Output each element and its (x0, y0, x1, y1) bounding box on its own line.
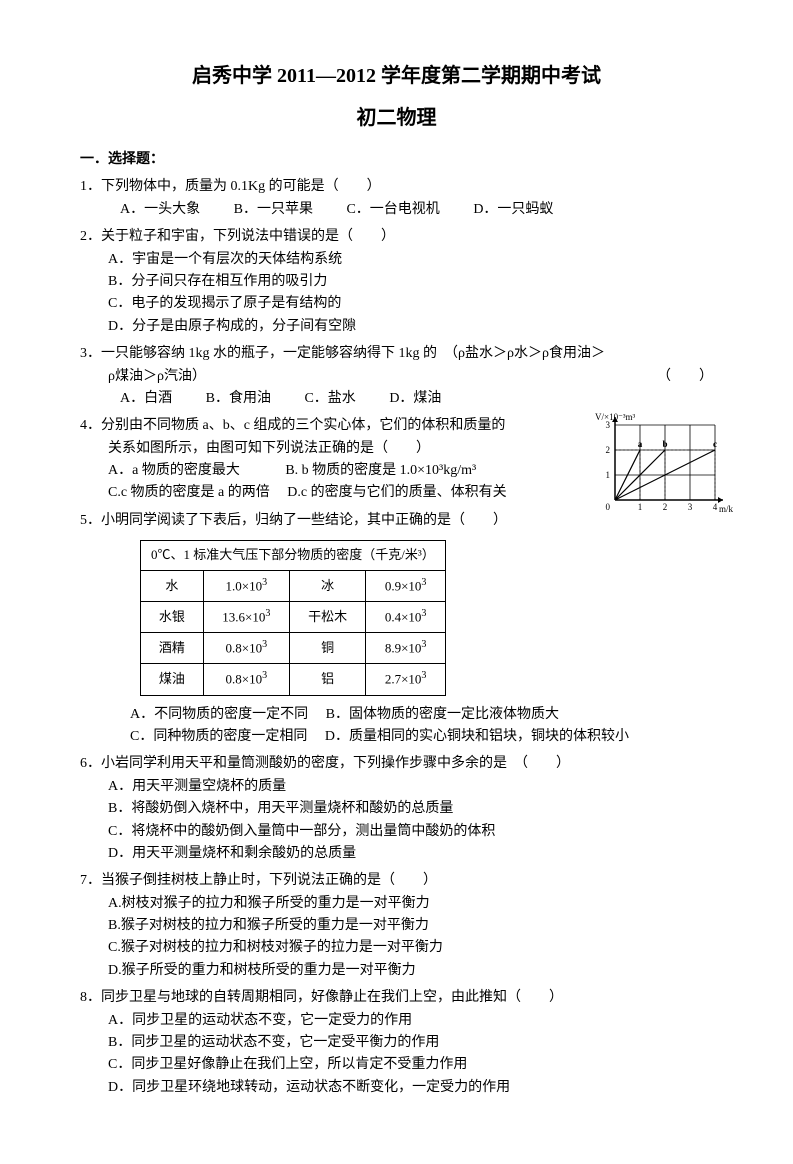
option-a: A．宇宙是一个有层次的天体结构系统 (80, 249, 713, 271)
table-cell: 0.9×103 (366, 571, 445, 602)
option-d: D．同步卫星环绕地球转动，运动状态不断变化，一定受力的作用 (80, 1077, 713, 1099)
page-subtitle: 初二物理 (80, 102, 713, 134)
svg-text:2: 2 (606, 445, 611, 455)
table-cell: 酒精 (141, 633, 204, 664)
option-d: D．质量相同的实心铜块和铝块，铜块的体积较小 (325, 729, 629, 744)
option-b: B．固体物质的密度一定比液体物质大 (326, 707, 559, 722)
svg-text:2: 2 (663, 502, 668, 512)
option-b: B．食用油 (206, 391, 271, 406)
option-a: A.树枝对猴子的拉力和猴子所受的重力是一对平衡力 (80, 893, 713, 915)
option-c: C．同种物质的密度一定相同 (130, 729, 307, 744)
option-d: D.c 的密度与它们的质量、体积有关 (287, 485, 506, 500)
question-text: 1．下列物体中，质量为 0.1Kg 的可能是（ ） (80, 176, 713, 198)
option-c: C．同步卫星好像静止在我们上空，所以肯定不受重力作用 (80, 1054, 713, 1076)
option-d: D．煤油 (389, 391, 441, 406)
option-b: B．将酸奶倒入烧杯中，用天平测量烧杯和酸奶的总质量 (80, 798, 713, 820)
option-b: B.猴子对树枝的拉力和猴子所受的重力是一对平衡力 (80, 915, 713, 937)
option-c: C．盐水 (304, 391, 355, 406)
question-text: 2．关于粒子和宇宙，下列说法中错误的是（ ） (80, 226, 713, 248)
table-cell: 2.7×103 (366, 664, 445, 695)
option-c: C．一台电视机 (346, 202, 439, 217)
table-cell: 水 (141, 571, 204, 602)
table-cell: 水银 (141, 602, 204, 633)
svg-text:V/×10⁻³m³: V/×10⁻³m³ (595, 412, 636, 422)
option-b: B．同步卫星的运动状态不变，它一定受平衡力的作用 (80, 1032, 713, 1054)
question-text-line1: 3．一只能够容纳 1kg 水的瓶子，一定能够容纳得下 1kg 的 （ρ盐水＞ρ水… (80, 343, 713, 365)
option-b: B．一只苹果 (234, 202, 313, 217)
options-row2: C.c 物质的密度是 a 的两倍 D.c 的密度与它们的质量、体积有关 (80, 482, 563, 504)
question-2: 2．关于粒子和宇宙，下列说法中错误的是（ ） A．宇宙是一个有层次的天体结构系统… (80, 226, 713, 338)
option-d: D．一只蚂蚁 (473, 202, 553, 217)
table-cell: 8.9×103 (366, 633, 445, 664)
option-c: C.c 物质的密度是 a 的两倍 (108, 485, 270, 500)
question-text-line1: 4．分别由不同物质 a、b、c 组成的三个实心体，它们的体积和质量的 (80, 415, 563, 437)
table-header: 0℃、1 标准大气压下部分物质的密度（千克/米³） (141, 541, 446, 571)
option-c: C．将烧杯中的酸奶倒入量筒中一部分，测出量筒中酸奶的体积 (80, 821, 713, 843)
table-cell: 0.8×103 (203, 633, 289, 664)
question-6: 6．小岩同学利用天平和量筒测酸奶的密度，下列操作步骤中多余的是 （ ） A．用天… (80, 753, 713, 865)
page-title: 启秀中学 2011—2012 学年度第二学期期中考试 (80, 60, 713, 92)
table-cell: 0.8×103 (203, 664, 289, 695)
question-1: 1．下列物体中，质量为 0.1Kg 的可能是（ ） A．一头大象 B．一只苹果 … (80, 176, 713, 221)
options-row2: C．同种物质的密度一定相同 D．质量相同的实心铜块和铝块，铜块的体积较小 (80, 726, 713, 748)
svg-text:m/kg: m/kg (719, 504, 733, 514)
section-header: 一．选择题： (80, 149, 713, 171)
option-c: C．电子的发现揭示了原子是有结构的 (80, 293, 713, 315)
option-a: A．用天平测量空烧杯的质量 (80, 776, 713, 798)
option-a: A．一头大象 (120, 202, 200, 217)
options-row1: A．a 物质的密度最大 B. b 物质的密度是 1.0×10³kg/m³ (80, 460, 563, 482)
option-d: D.猴子所受的重力和树枝所受的重力是一对平衡力 (80, 960, 713, 982)
svg-text:c: c (713, 439, 717, 449)
question-5: 5．小明同学阅读了下表后，归纳了一些结论，其中正确的是（ ） 0℃、1 标准大气… (80, 510, 713, 748)
option-a: A．a 物质的密度最大 (108, 463, 240, 478)
svg-text:b: b (662, 439, 667, 449)
options-row1: A．不同物质的密度一定不同 B．固体物质的密度一定比液体物质大 (80, 704, 713, 726)
question-text-line2: ρ煤油＞ρ汽油） (108, 366, 206, 388)
svg-text:1: 1 (638, 502, 643, 512)
question-text: 6．小岩同学利用天平和量筒测酸奶的密度，下列操作步骤中多余的是 （ ） (80, 753, 713, 775)
table-cell: 13.6×103 (203, 602, 289, 633)
options-row: A．一头大象 B．一只苹果 C．一台电视机 D．一只蚂蚁 (80, 199, 713, 221)
svg-text:1: 1 (606, 470, 611, 480)
option-a: A．白酒 (120, 391, 172, 406)
svg-text:4: 4 (713, 502, 718, 512)
question-text: 8．同步卫星与地球的自转周期相同，好像静止在我们上空，由此推知（ ） (80, 987, 713, 1009)
table-cell: 1.0×103 (203, 571, 289, 602)
table-cell: 干松木 (289, 602, 366, 633)
table-cell: 冰 (289, 571, 366, 602)
table-cell: 煤油 (141, 664, 204, 695)
density-table: 0℃、1 标准大气压下部分物质的密度（千克/米³） 水1.0×103冰0.9×1… (140, 540, 446, 695)
option-d: D．分子是由原子构成的，分子间有空隙 (80, 316, 713, 338)
option-d: D．用天平测量烧杯和剩余酸奶的总质量 (80, 843, 713, 865)
svg-text:3: 3 (688, 502, 693, 512)
options-row: A．白酒 B．食用油 C．盐水 D．煤油 (80, 388, 713, 410)
table-cell: 铝 (289, 664, 366, 695)
question-7: 7．当猴子倒挂树枝上静止时，下列说法正确的是（ ） A.树枝对猴子的拉力和猴子所… (80, 870, 713, 982)
svg-text:0: 0 (606, 502, 611, 512)
paren: （ ） (657, 366, 713, 388)
question-text-line2: 关系如图所示，由图可知下列说法正确的是（ ） (80, 438, 563, 460)
option-c: C.猴子对树枝的拉力和树枝对猴子的拉力是一对平衡力 (80, 937, 713, 959)
table-cell: 0.4×103 (366, 602, 445, 633)
density-chart: 12341230m/kgV/×10⁻³m³abc (593, 410, 733, 520)
option-b: B. b 物质的密度是 1.0×10³kg/m³ (285, 463, 476, 478)
svg-text:a: a (638, 439, 643, 449)
question-4: 4．分别由不同物质 a、b、c 组成的三个实心体，它们的体积和质量的 关系如图所… (80, 415, 713, 505)
option-a: A．同步卫星的运动状态不变，它一定受力的作用 (80, 1010, 713, 1032)
question-3: 3．一只能够容纳 1kg 水的瓶子，一定能够容纳得下 1kg 的 （ρ盐水＞ρ水… (80, 343, 713, 410)
table-cell: 铜 (289, 633, 366, 664)
question-text: 7．当猴子倒挂树枝上静止时，下列说法正确的是（ ） (80, 870, 713, 892)
option-a: A．不同物质的密度一定不同 (130, 707, 308, 722)
option-b: B．分子间只存在相互作用的吸引力 (80, 271, 713, 293)
question-8: 8．同步卫星与地球的自转周期相同，好像静止在我们上空，由此推知（ ） A．同步卫… (80, 987, 713, 1099)
